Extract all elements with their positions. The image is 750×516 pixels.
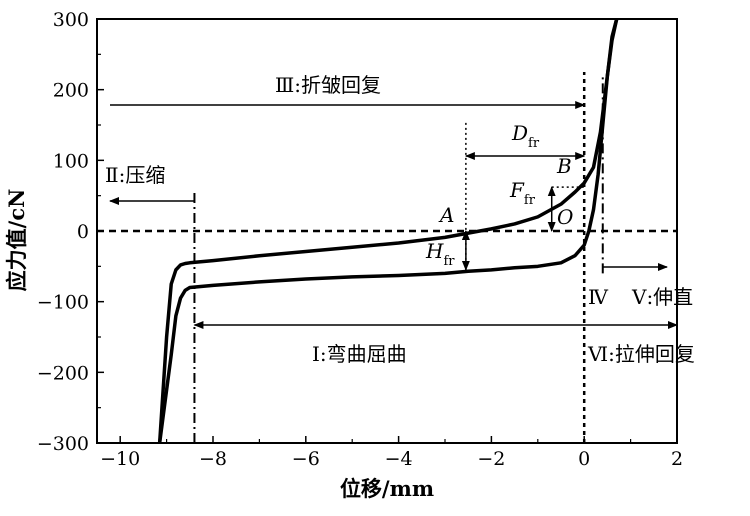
- x-tick-label: 0: [578, 448, 590, 470]
- y-tick-label: −300: [37, 433, 89, 455]
- point-o-label: O: [557, 205, 573, 229]
- region-label-6: Ⅵ:拉伸回复: [587, 342, 695, 366]
- y-tick-label: 200: [53, 80, 89, 102]
- region-label-2: Ⅱ:压缩: [105, 163, 165, 187]
- axis-tick-labels: −10 −8 −6 −4 −2 0 2 −300 −200 −100 0 100 200 300: [37, 9, 683, 470]
- point-a-label: A: [438, 203, 454, 227]
- d-fr-label: Dfr: [511, 121, 540, 151]
- y-tick-label: 100: [53, 150, 89, 172]
- y-tick-label: −100: [37, 292, 89, 314]
- series-line-2: [157, 18, 619, 444]
- x-tick-label: 2: [671, 448, 683, 470]
- region-label-1: Ⅰ:弯曲屈曲: [312, 342, 407, 366]
- x-tick-label: −4: [385, 448, 413, 470]
- f-fr-label: Ffr: [509, 178, 536, 208]
- region-label-5: Ⅴ:伸直: [631, 285, 693, 309]
- region-label-3: Ⅲ:折皱回复: [275, 73, 381, 97]
- series-line-1: [157, 18, 619, 444]
- region-label-4: Ⅳ: [588, 285, 609, 309]
- data-series: [157, 18, 619, 444]
- guide-lines: [97, 72, 677, 443]
- y-tick-label: 0: [77, 221, 89, 243]
- x-tick-label: −2: [477, 448, 505, 470]
- point-b-label: B: [556, 154, 572, 178]
- y-axis-title: 应力值/cN: [4, 189, 29, 292]
- x-tick-label: −6: [292, 448, 320, 470]
- annotation-arrows: [109, 101, 678, 329]
- y-tick-label: −200: [37, 362, 89, 384]
- h-fr-label: Hfr: [425, 239, 455, 269]
- x-tick-label: −10: [100, 448, 140, 470]
- x-axis-title: 位移/mm: [340, 476, 434, 501]
- y-tick-label: 300: [53, 9, 89, 31]
- x-tick-label: −8: [199, 448, 227, 470]
